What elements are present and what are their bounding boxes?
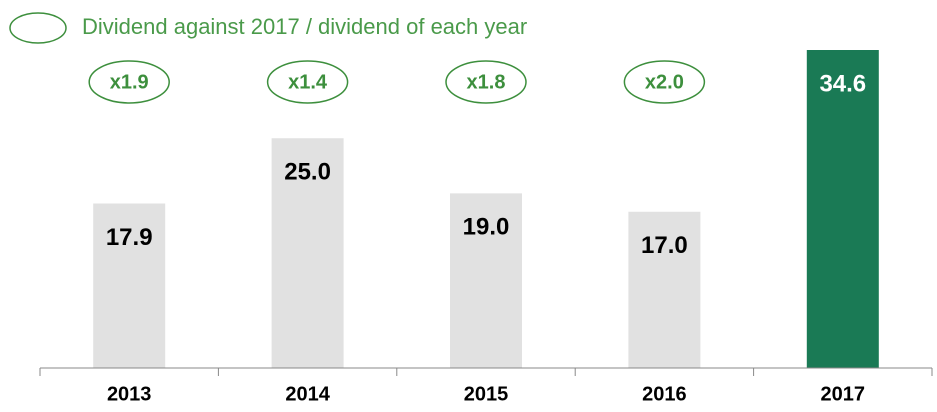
bar — [450, 193, 522, 368]
ratio-label: x1.4 — [288, 71, 328, 93]
x-tick-label: 2014 — [285, 383, 330, 405]
x-tick-label: 2015 — [464, 383, 509, 405]
value-label: 25.0 — [284, 159, 331, 186]
bar — [628, 211, 701, 368]
bar — [93, 203, 166, 368]
ratio-badge — [88, 60, 170, 104]
ratio-badge — [623, 60, 706, 104]
ratio-badge — [266, 60, 349, 104]
x-tick-label: 2017 — [821, 383, 866, 405]
value-label: 34.6 — [819, 70, 866, 97]
bar — [271, 138, 344, 368]
legend-marker — [9, 12, 67, 44]
x-tick-label: 2013 — [107, 383, 152, 405]
value-label: 17.0 — [641, 232, 688, 259]
value-label: 17.9 — [106, 224, 153, 251]
value-label: 19.0 — [463, 214, 510, 241]
legend-text: Dividend against 2017 / dividend of each… — [82, 14, 527, 39]
ratio-label: x2.0 — [645, 71, 684, 93]
ratio-label: x1.9 — [110, 71, 149, 93]
x-tick-label: 2016 — [642, 383, 687, 405]
bar — [806, 50, 879, 368]
ratio-label: x1.8 — [467, 71, 506, 93]
ratio-badge — [445, 60, 527, 104]
